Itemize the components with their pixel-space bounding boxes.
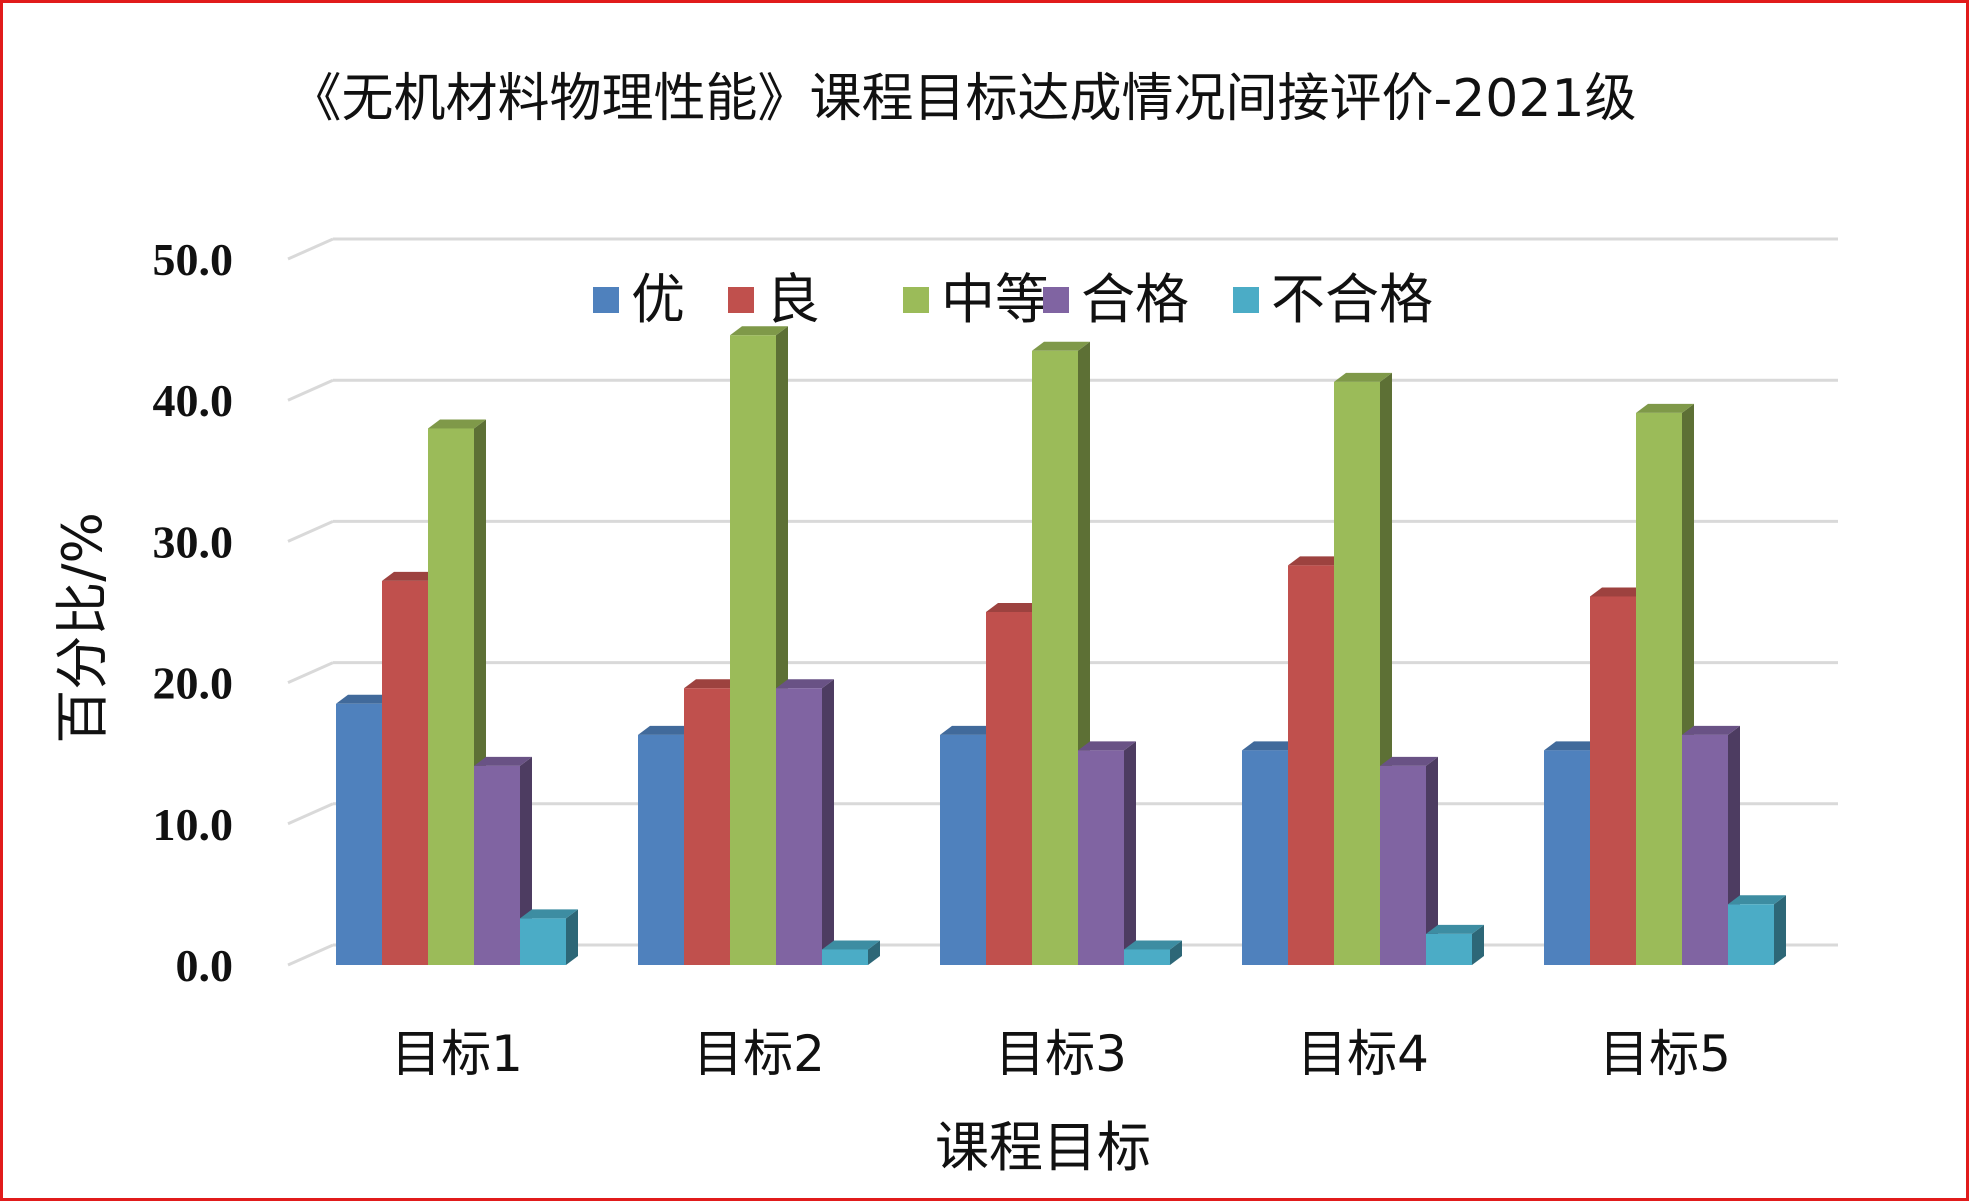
y-tick-label: 30.0 [153, 516, 234, 567]
legend-label: 优 [631, 268, 685, 331]
y-tick-label: 20.0 [153, 658, 234, 709]
bar [1426, 924, 1484, 965]
bar [1334, 372, 1392, 965]
bar [730, 326, 788, 965]
bar [1078, 741, 1136, 965]
bar [1124, 940, 1182, 965]
x-category-label: 目标5 [1599, 1025, 1731, 1083]
legend: 优 良 中等 合格 不合格 [593, 268, 1433, 331]
y-tick-label: 50.0 [153, 234, 234, 285]
legend-swatch [593, 287, 619, 313]
bar [1380, 756, 1438, 965]
legend-swatch [903, 287, 929, 313]
legend-item: 中等 [903, 268, 1049, 331]
x-category-label: 目标2 [693, 1025, 825, 1083]
legend-swatch [1043, 287, 1069, 313]
legend-swatch [728, 287, 754, 313]
bar [520, 909, 578, 965]
gridline [287, 237, 1838, 261]
legend-label: 良 [766, 268, 820, 331]
y-tick-label: 10.0 [153, 799, 234, 850]
bars [336, 326, 1786, 966]
y-axis-ticks: 0.0 10.0 20.0 30.0 40.0 50.0 [153, 234, 234, 991]
x-category-label: 目标3 [995, 1025, 1127, 1083]
legend-item: 不合格 [1233, 268, 1433, 331]
x-axis-label: 课程目标 [935, 1116, 1151, 1179]
legend-label: 合格 [1081, 268, 1189, 331]
y-tick-label: 40.0 [153, 375, 234, 426]
bar [822, 940, 880, 965]
x-category-label: 目标1 [391, 1025, 523, 1083]
chart-title: 《无机材料物理性能》课程目标达成情况间接评价-2021级 [289, 69, 1636, 129]
bar [776, 679, 834, 965]
legend-label: 中等 [941, 268, 1049, 331]
legend-label: 不合格 [1271, 268, 1433, 331]
bar [1728, 895, 1786, 965]
bar [1032, 341, 1090, 965]
y-tick-label: 0.0 [176, 940, 234, 991]
legend-item: 良 [728, 268, 820, 331]
legend-swatch [1233, 287, 1259, 313]
x-axis-categories: 目标1 目标2 目标3 目标4 目标5 [391, 1025, 1731, 1083]
x-category-label: 目标4 [1297, 1025, 1429, 1083]
bar-chart: 《无机材料物理性能》课程目标达成情况间接评价-2021级 0.0 10.0 20.0… [51, 69, 1838, 1179]
legend-item: 合格 [1043, 268, 1189, 331]
legend-item: 优 [593, 268, 685, 331]
y-axis-label: 百分比/% [51, 512, 114, 744]
